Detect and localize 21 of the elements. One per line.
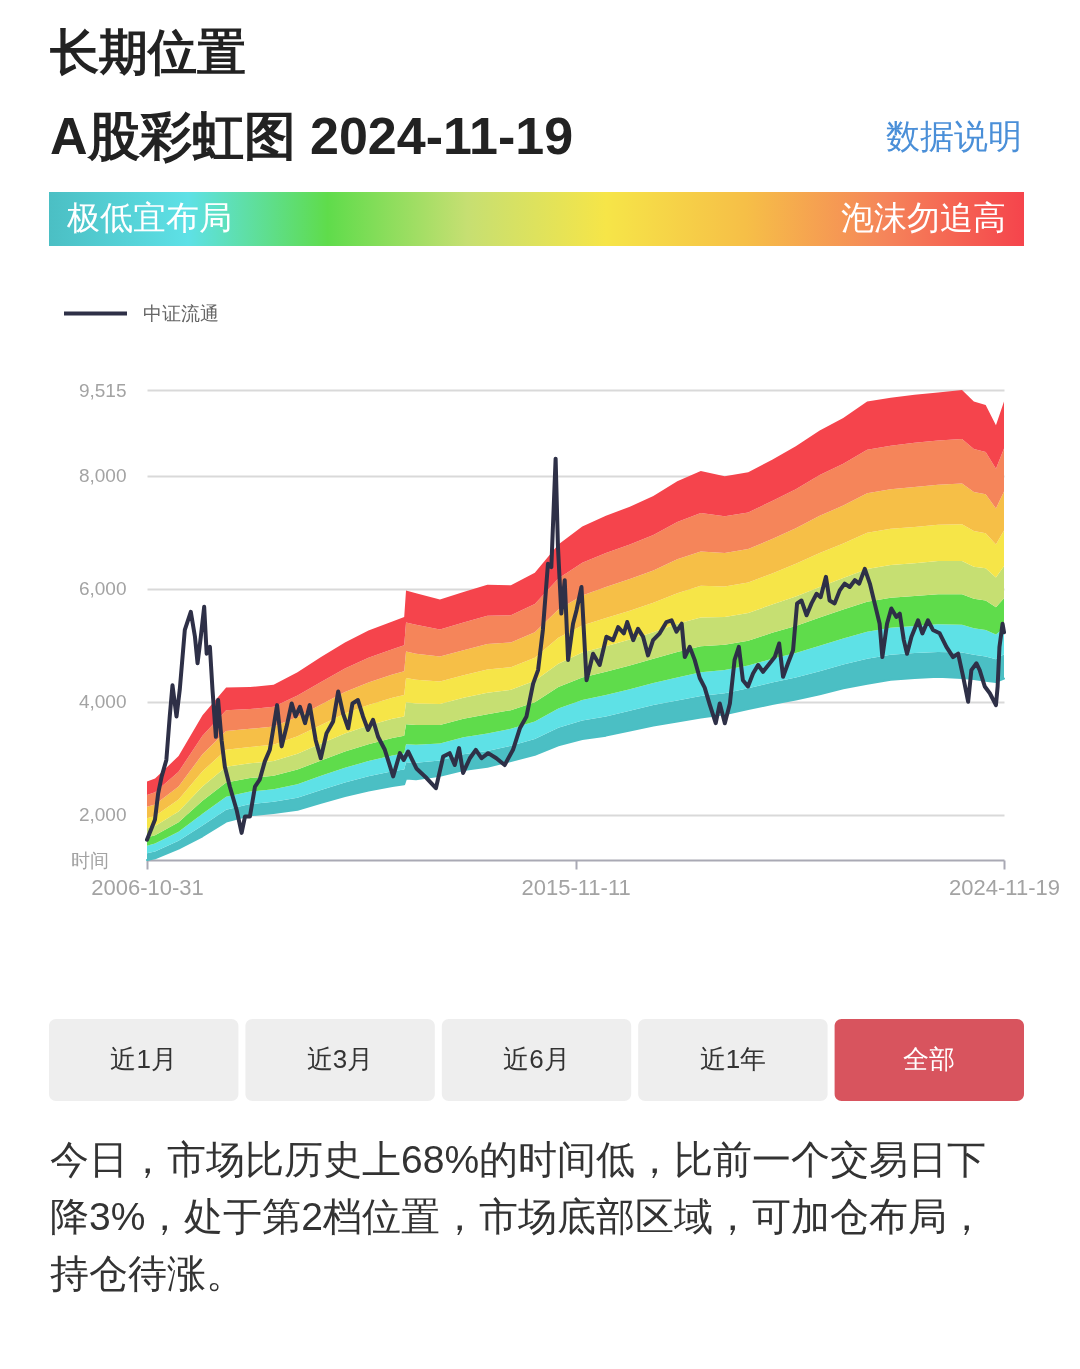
x-tick-label: 2006-10-31 — [91, 874, 204, 900]
x-axis-title: 时间 — [70, 849, 109, 871]
y-tick-label: 6,000 — [78, 578, 127, 600]
x-tick-label: 2024-11-19 — [949, 874, 1060, 900]
text: 近1月 — [110, 1044, 177, 1074]
text: 近6月 — [503, 1044, 570, 1074]
y-tick-label: 4,000 — [78, 691, 127, 713]
text: 今日，市场比历史上68%的时间低，比前一个交易日下降3%，处于第2档位置，市场底部区域，可加仓布局，持仓待涨。 — [50, 1138, 987, 1295]
text: 数据说明 — [886, 117, 1022, 155]
text: 极低宜布局 — [66, 199, 232, 236]
y-tick-label: 9,515 — [78, 379, 127, 401]
x-tick-label: 2015-11-11 — [521, 874, 631, 900]
text: 全部 — [903, 1044, 956, 1074]
text: 近1年 — [699, 1044, 767, 1074]
chart-subtitle: A股彩虹图 2024-11-19 — [50, 107, 574, 165]
text: 泡沫勿追高 — [841, 199, 1006, 236]
chart-title: 长期位置 — [49, 25, 246, 79]
text: 近3月 — [306, 1044, 374, 1074]
y-tick-label: 2,000 — [78, 804, 127, 826]
y-tick-label: 8,000 — [78, 465, 127, 487]
legend-label: 中证流通 — [143, 302, 219, 324]
